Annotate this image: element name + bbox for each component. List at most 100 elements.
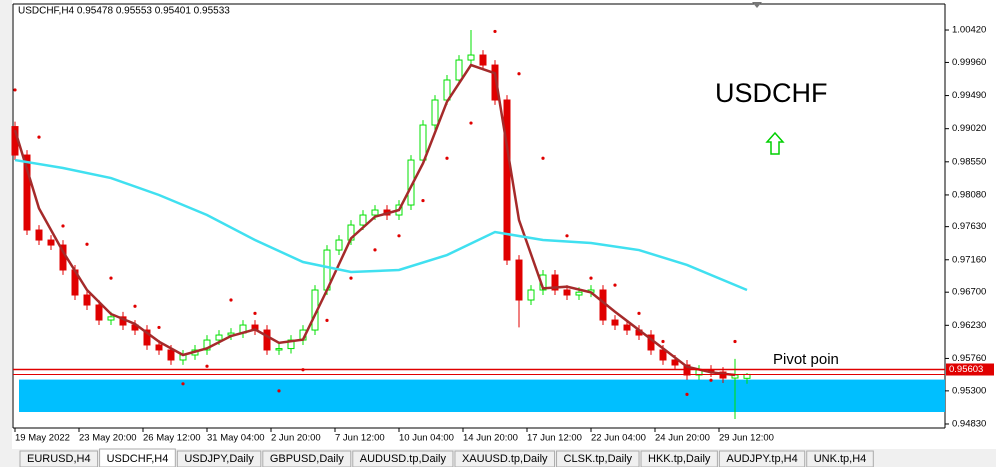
sar-dot (541, 156, 545, 160)
y-tick-label: 0.97630 (952, 221, 986, 232)
candle-body (455, 59, 463, 81)
sar-dot (325, 318, 329, 322)
candle-body (743, 373, 751, 379)
y-tick-label: 0.96700 (952, 287, 986, 298)
x-tick-label: 29 Jun 12:00 (719, 433, 774, 444)
sar-dot (565, 234, 569, 238)
sar-dot (37, 135, 41, 139)
pivot-label: 0.95603 (949, 364, 983, 375)
x-tick-label: 17 Jun 12:00 (527, 433, 582, 444)
x-tick-label: 22 Jun 04:00 (591, 433, 646, 444)
sar-dot (517, 72, 521, 76)
tab[interactable] (718, 450, 806, 467)
candle-body (503, 99, 511, 261)
sar-dot (685, 392, 689, 396)
x-tick-label: 24 Jun 20:00 (655, 433, 710, 444)
candle-body (23, 154, 31, 231)
candle-body (479, 54, 487, 66)
candle-body (203, 339, 211, 351)
y-tick-label: 0.94830 (952, 418, 986, 429)
x-tick-label: 23 May 20:00 (79, 433, 137, 444)
tab-label[interactable]: HKK.tp,Daily (648, 453, 711, 465)
x-tick-label: 19 May 2022 (15, 433, 70, 444)
candle-body (35, 229, 43, 241)
tab-label[interactable]: AUDUSD.tp,Daily (360, 453, 447, 465)
tab-label[interactable]: USDCHF,H4 (107, 453, 169, 465)
candle-body (371, 209, 379, 216)
candle-body (167, 349, 175, 361)
candle-body (275, 348, 283, 351)
tab[interactable] (640, 450, 718, 467)
candle-body (215, 334, 223, 341)
zone (19, 379, 945, 413)
candle-body (575, 291, 583, 296)
tab-label[interactable]: GBPUSD,Daily (270, 453, 344, 465)
tab[interactable] (176, 450, 262, 467)
candle-body (611, 319, 619, 326)
sar-dot (133, 304, 137, 308)
y-tick-label: 0.98550 (952, 156, 986, 167)
tab-label[interactable]: AUDJPY.tp,H4 (726, 453, 797, 465)
tab-label[interactable]: XAUUSD.tp,Daily (462, 453, 548, 465)
tab[interactable] (556, 450, 640, 467)
x-tick-label: 7 Jun 12:00 (335, 433, 385, 444)
candle-body (83, 294, 91, 306)
tab-label[interactable]: CLSK.tp,Daily (564, 453, 633, 465)
sar-dot (469, 121, 473, 125)
candle-body (491, 64, 499, 101)
candle-body (335, 239, 343, 251)
y-tick-label: 0.99960 (952, 57, 986, 68)
candle-body (107, 316, 115, 321)
chart-header: USDCHF,H4 0.95478 0.95553 0.95401 0.9553… (18, 6, 230, 17)
tab[interactable] (806, 450, 874, 467)
y-tick-label: 0.95300 (952, 385, 986, 396)
sar-dot (277, 389, 281, 393)
x-tick-label: 10 Jun 04:00 (399, 433, 454, 444)
candle-body (359, 214, 367, 226)
moving-average (14, 158, 748, 292)
x-tick-label: 14 Jun 20:00 (463, 433, 518, 444)
y-tick-label: 0.96230 (952, 320, 986, 331)
tab-label[interactable]: EURUSD,H4 (27, 453, 91, 465)
y-tick-label: 1.00420 (952, 25, 986, 36)
sar-dot (349, 276, 353, 280)
moving-average (13, 63, 736, 377)
tab-label[interactable]: USDJPY,Daily (184, 453, 254, 465)
candle-body (263, 329, 271, 351)
y-tick-label: 0.99020 (952, 123, 986, 134)
up-arrow (765, 131, 785, 155)
candle-body (551, 274, 559, 291)
sar-dot (229, 298, 233, 302)
sar-dot (493, 29, 497, 34)
tab[interactable] (19, 450, 99, 467)
candle-body (527, 289, 535, 301)
candle-body (95, 304, 103, 321)
sar-dot (13, 88, 17, 92)
candle-body (143, 329, 151, 346)
sar-dot (397, 234, 401, 238)
sar-dot (421, 198, 425, 203)
candle-body (563, 289, 571, 296)
sar-dot (637, 311, 641, 315)
candle-body (623, 324, 631, 331)
sar-dot (373, 248, 377, 252)
shift-marker (752, 2, 762, 8)
y-tick-label: 0.95760 (952, 353, 986, 364)
tab[interactable] (454, 450, 556, 467)
x-tick-label: 2 Jun 20:00 (271, 433, 321, 444)
tab[interactable] (262, 450, 352, 467)
tab[interactable] (99, 448, 176, 467)
sar-dot (157, 325, 161, 330)
candle-body (515, 259, 523, 301)
sar-dot (181, 382, 185, 386)
candle-body (431, 99, 439, 126)
x-tick-label: 31 May 04:00 (207, 433, 265, 444)
sar-dot (589, 276, 593, 280)
chart-title: USDCHF (715, 78, 828, 108)
tab[interactable] (352, 450, 454, 467)
tab-label[interactable]: UNK.tp,H4 (814, 453, 867, 465)
left-strip (0, 0, 12, 449)
sar-dot (733, 339, 737, 344)
sar-dot (253, 311, 257, 315)
